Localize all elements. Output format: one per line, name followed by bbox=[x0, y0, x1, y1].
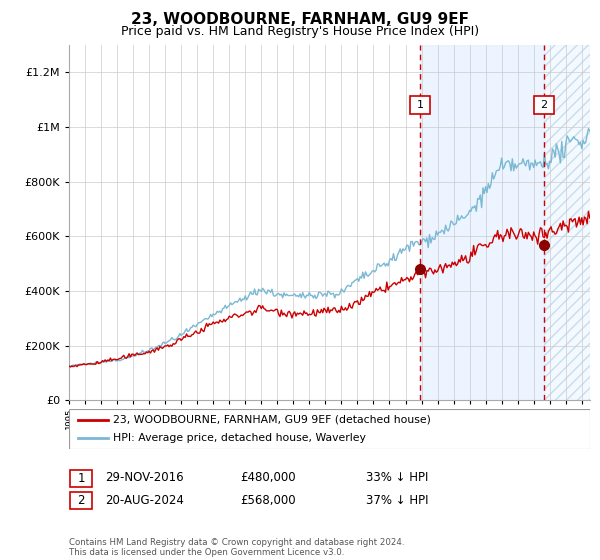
Text: 37% ↓ HPI: 37% ↓ HPI bbox=[366, 493, 428, 507]
Text: 23, WOODBOURNE, FARNHAM, GU9 9EF (detached house): 23, WOODBOURNE, FARNHAM, GU9 9EF (detach… bbox=[113, 415, 431, 424]
Bar bbox=[544, 45, 590, 400]
Text: 2: 2 bbox=[540, 100, 547, 110]
Bar bbox=[420, 45, 544, 400]
Text: 29-NOV-2016: 29-NOV-2016 bbox=[105, 471, 184, 484]
Text: 2: 2 bbox=[77, 494, 85, 507]
Text: HPI: Average price, detached house, Waverley: HPI: Average price, detached house, Wave… bbox=[113, 433, 366, 443]
FancyBboxPatch shape bbox=[69, 409, 590, 449]
Bar bbox=[544, 45, 590, 400]
Text: 1: 1 bbox=[417, 100, 424, 110]
Text: 33% ↓ HPI: 33% ↓ HPI bbox=[366, 471, 428, 484]
Text: 23, WOODBOURNE, FARNHAM, GU9 9EF: 23, WOODBOURNE, FARNHAM, GU9 9EF bbox=[131, 12, 469, 27]
FancyBboxPatch shape bbox=[70, 492, 92, 509]
Text: 1: 1 bbox=[77, 472, 85, 485]
Text: £568,000: £568,000 bbox=[240, 493, 296, 507]
FancyBboxPatch shape bbox=[70, 470, 92, 487]
Text: Price paid vs. HM Land Registry's House Price Index (HPI): Price paid vs. HM Land Registry's House … bbox=[121, 25, 479, 38]
FancyBboxPatch shape bbox=[534, 96, 554, 114]
FancyBboxPatch shape bbox=[410, 96, 430, 114]
Text: £480,000: £480,000 bbox=[240, 471, 296, 484]
Text: Contains HM Land Registry data © Crown copyright and database right 2024.
This d: Contains HM Land Registry data © Crown c… bbox=[69, 538, 404, 557]
Text: 20-AUG-2024: 20-AUG-2024 bbox=[105, 493, 184, 507]
